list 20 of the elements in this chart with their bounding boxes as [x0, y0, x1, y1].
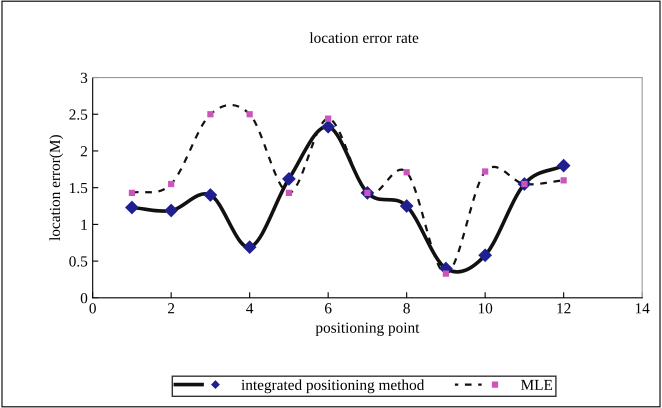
- legend-label: integrated positioning method: [241, 379, 424, 394]
- x-tick-label: 4: [246, 303, 254, 314]
- y-tick-label: 1.5: [70, 182, 88, 194]
- x-tick-label: 10: [478, 303, 492, 314]
- y-axis-title: location error(M): [49, 135, 64, 241]
- y-tick-label: 1: [82, 220, 87, 230]
- y-tick-label: 0: [80, 292, 88, 304]
- x-axis-title: positioning point: [316, 322, 420, 336]
- chart-title: location error rate: [310, 32, 418, 43]
- x-tick-label: 0: [89, 303, 96, 314]
- legend-label: MLE: [521, 380, 552, 390]
- y-tick-label: 0.5: [69, 256, 88, 267]
- y-tick-label: 2.5: [69, 109, 88, 120]
- x-tick-label: 8: [403, 303, 410, 314]
- y-tick-label: 3: [80, 72, 88, 83]
- x-tick-label: 6: [325, 303, 332, 314]
- y-tick-label: 2: [80, 146, 87, 156]
- x-tick-label: 12: [557, 303, 570, 314]
- x-tick-label: 2: [168, 303, 174, 314]
- x-tick-label: 14: [636, 303, 650, 314]
